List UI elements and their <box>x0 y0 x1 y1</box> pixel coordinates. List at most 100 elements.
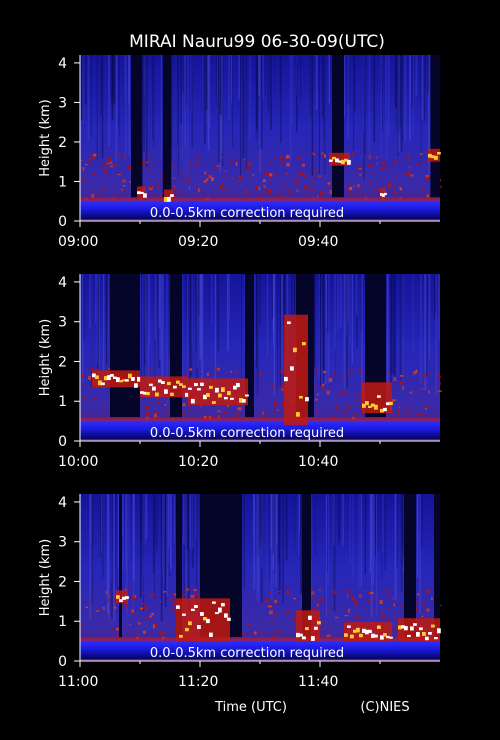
x-tick-label: 11:00 <box>58 674 98 690</box>
cloud-core <box>113 376 117 379</box>
cloud-core <box>191 398 195 404</box>
cloud-core <box>431 624 435 628</box>
cloud-core <box>416 632 420 637</box>
cloud-core <box>302 342 306 346</box>
cloud-core <box>382 193 385 197</box>
cloud-core <box>341 159 345 165</box>
cloud-core <box>185 627 189 632</box>
cloud-core <box>161 381 165 384</box>
cloud-core <box>401 625 405 629</box>
cloud-core <box>221 603 225 607</box>
cloud-core <box>347 625 351 628</box>
cloud-core <box>384 192 387 196</box>
cloud-core <box>344 633 348 637</box>
cloud-core <box>359 633 363 638</box>
cloud-core <box>140 391 144 394</box>
cloud-core <box>371 403 375 407</box>
surface-band <box>80 199 440 220</box>
y-tick-label: 1 <box>58 614 67 630</box>
cloud-core <box>242 399 246 403</box>
cloud-core <box>296 412 300 417</box>
cloud-core <box>203 394 207 400</box>
panel-1: 0 1 2 3 4 09:00 09:20 09:40 Height (km) 0.0-0.5km… <box>38 55 442 250</box>
cloud-core <box>188 387 192 390</box>
cloud-core <box>95 375 99 379</box>
cloud-core <box>431 155 435 159</box>
cloud-core <box>131 377 135 381</box>
cloud-core <box>386 402 390 406</box>
y-axis-label: Height (km) <box>38 99 53 176</box>
cloud-core <box>155 392 159 397</box>
cloud-core <box>317 621 321 625</box>
cloud-core <box>305 627 309 631</box>
cloud-core <box>194 605 198 608</box>
cloud-core <box>194 383 198 387</box>
cloud-core <box>437 152 441 155</box>
cloud-core <box>188 621 192 626</box>
cloud-core <box>122 596 126 600</box>
cloud-halo-4 <box>284 314 308 426</box>
cloud-halo-2 <box>164 189 173 202</box>
surface-red-line <box>80 417 440 422</box>
cloud-core <box>245 394 249 397</box>
cloud-core <box>215 387 219 393</box>
correction-note: 0.0-0.5km correction required <box>150 426 344 441</box>
x-axis-label: Time (UTC) <box>214 700 287 715</box>
cloud-core <box>209 632 213 637</box>
cloud-core <box>332 156 336 160</box>
cloud-core <box>122 379 126 382</box>
cloud-core <box>422 632 426 636</box>
cloud-core <box>92 373 96 378</box>
y-tick-label: 2 <box>58 355 67 371</box>
cloud-core <box>335 158 339 163</box>
cloud-core <box>227 617 231 621</box>
cloud-core <box>407 634 411 637</box>
cloud-core <box>374 634 378 638</box>
cloud-core <box>389 636 393 639</box>
cloud-core <box>383 633 387 637</box>
cloud-core <box>215 612 219 615</box>
credit-label: (C)NIES <box>360 700 409 715</box>
cloud-core <box>227 391 231 396</box>
cloud-core <box>287 321 291 325</box>
signal-gap-2 <box>176 494 182 638</box>
x-tick-label: 11:40 <box>298 674 338 690</box>
y-axis-label: Height (km) <box>38 539 53 616</box>
cloud-core <box>302 636 306 640</box>
cloud-core <box>383 407 387 412</box>
surface-band <box>80 419 440 440</box>
cloud-core <box>125 596 129 600</box>
y-tick-label: 0 <box>58 654 67 670</box>
cloud-core <box>338 160 342 163</box>
y-tick-label: 1 <box>58 175 67 191</box>
cloud-core <box>428 632 432 635</box>
cloud-core <box>413 623 417 626</box>
cloud-core <box>428 153 432 158</box>
cloud-core <box>209 385 213 389</box>
cloud-core <box>116 595 120 599</box>
cloud-core <box>116 377 120 383</box>
cloud-core <box>434 637 438 640</box>
cloud-core <box>104 376 108 381</box>
cloud-core <box>212 401 216 404</box>
cloud-core <box>305 397 309 402</box>
cloud-core <box>125 379 129 382</box>
cloud-core <box>308 615 312 620</box>
cloud-core <box>365 629 369 635</box>
y-tick-label: 4 <box>58 275 67 291</box>
cloud-core <box>182 613 186 616</box>
y-tick-label: 3 <box>58 95 67 111</box>
cloud-core <box>410 626 414 631</box>
cloud-core <box>218 393 222 398</box>
cloud-core <box>179 383 183 386</box>
y-tick-label: 4 <box>58 495 67 511</box>
signal-gap-3 <box>332 55 344 198</box>
cloud-core <box>170 392 174 396</box>
cloud-core <box>137 376 141 382</box>
surface-band <box>80 639 440 660</box>
cloud-core <box>380 408 384 413</box>
cloud-core <box>152 386 156 391</box>
cloud-core <box>356 627 360 633</box>
cloud-core <box>329 159 333 162</box>
cloud-core <box>203 617 207 621</box>
